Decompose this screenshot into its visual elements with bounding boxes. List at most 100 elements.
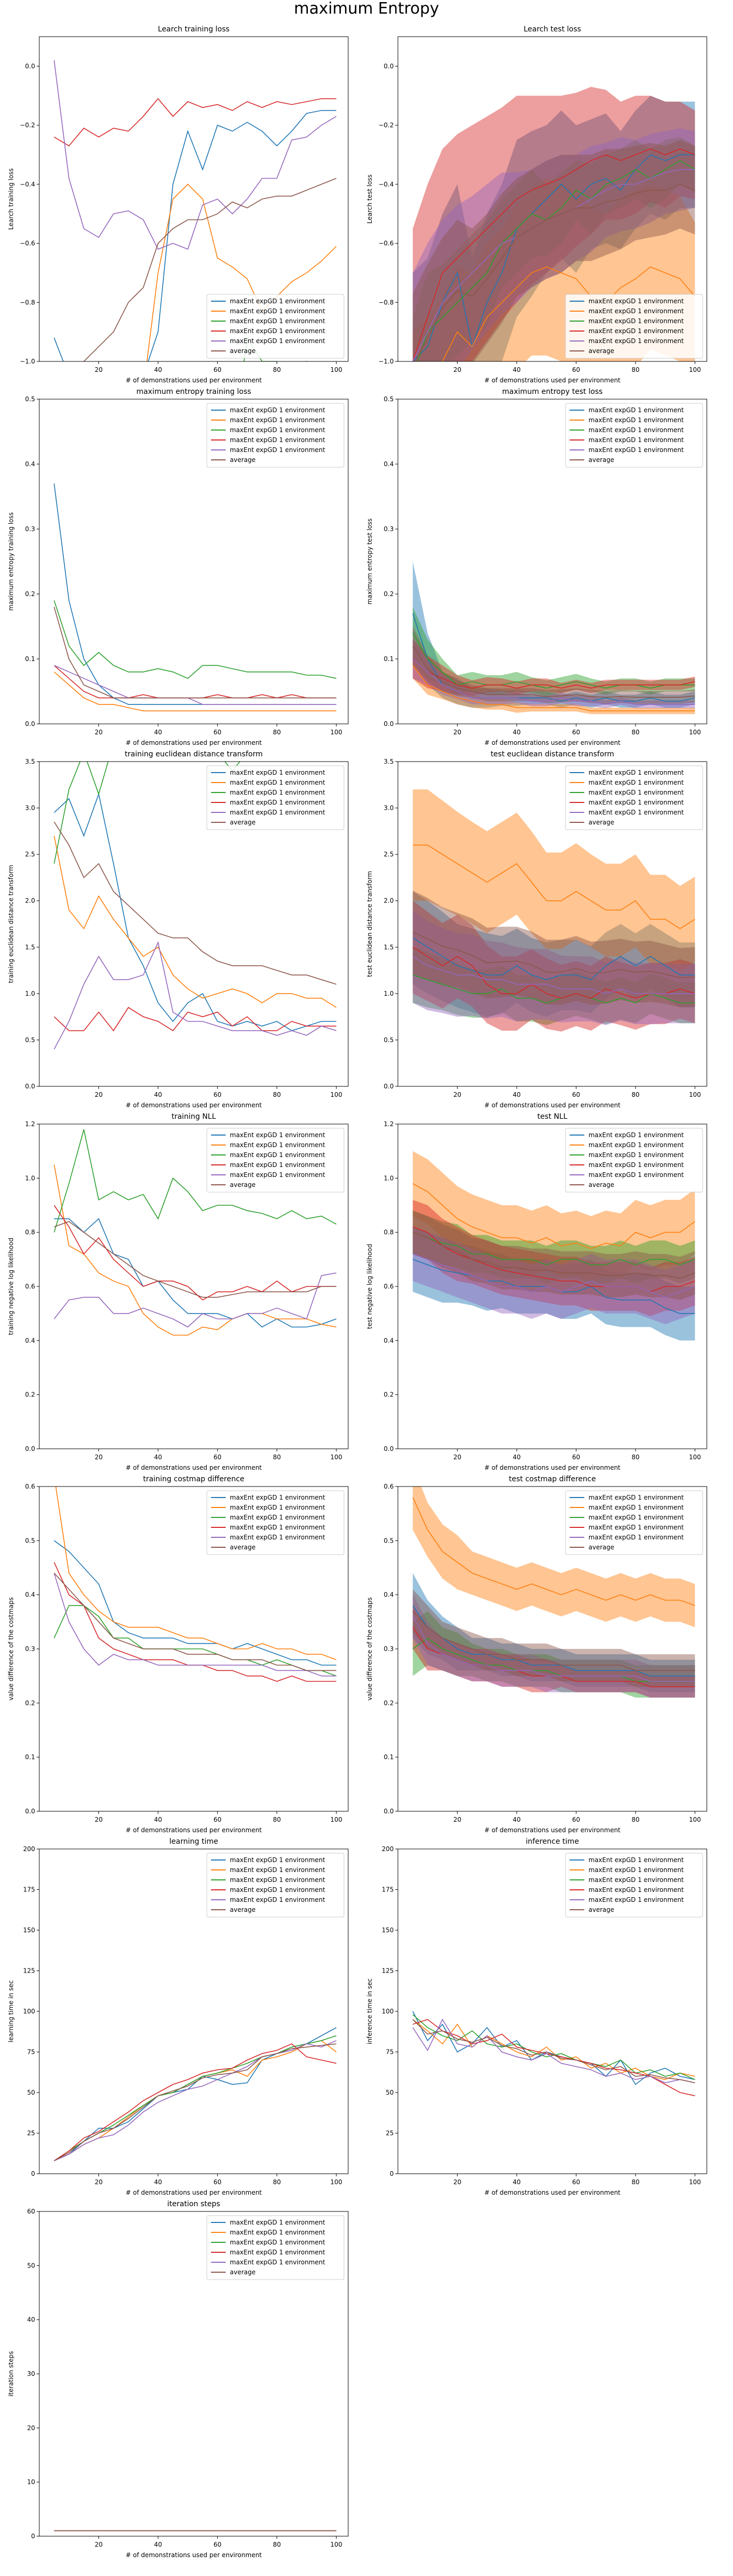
- series-line: [53, 98, 337, 147]
- y-tick-label: 0.1: [384, 655, 394, 663]
- y-tick-label: 0.0: [384, 62, 394, 70]
- y-tick-label: 0.1: [25, 1754, 35, 1761]
- y-axis-label: learning time in sec: [7, 1980, 15, 2043]
- plot-area: [53, 762, 337, 1050]
- series-line: [412, 658, 695, 705]
- chart-svg: training costmap difference 20 40 60 80 100 0.…: [7, 1475, 349, 1834]
- legend-label: maxEnt expGD 1 environment: [588, 1504, 684, 1511]
- chart-title: test euclidean distance transform: [491, 750, 614, 758]
- y-tick-label: 0.0: [384, 1083, 394, 1090]
- y-axis-label: iteration steps: [7, 2351, 15, 2397]
- y-tick-label: 1.0: [384, 990, 394, 997]
- x-tick-label: 100: [689, 2178, 701, 2186]
- confidence-band: [413, 789, 695, 972]
- y-tick-label: 175: [382, 1886, 394, 1894]
- series-line: [412, 1611, 695, 1671]
- y-tick-label: 0: [31, 2170, 35, 2177]
- y-tick-label: 3.5: [25, 758, 35, 765]
- chart-svg: Learch test loss 20 40 60 80 100 −1.0 −0.8 −0.6 −…: [366, 25, 707, 384]
- y-tick-label: 0.5: [25, 395, 35, 403]
- chart-panel: maximum entropy training loss 20 40 60 80 100…: [0, 381, 353, 764]
- legend-label: maxEnt expGD 1 environment: [230, 1161, 325, 1169]
- chart-title: inference time: [526, 1837, 579, 1846]
- x-tick-label: 60: [214, 2541, 221, 2548]
- legend-label: maxEnt expGD 1 environment: [230, 799, 325, 806]
- y-tick-label: 75: [386, 2049, 394, 2056]
- legend-label: maxEnt expGD 1 environment: [588, 1131, 684, 1139]
- chart-panel: Learch training loss 20 40 60 80 100 −1.0 −0.8 −…: [0, 19, 353, 401]
- x-tick-label: 100: [689, 366, 701, 373]
- plot-area: [53, 1129, 337, 1336]
- series-line: [53, 607, 337, 699]
- y-tick-label: 0.3: [384, 1645, 394, 1653]
- plot-frame: [39, 36, 349, 362]
- x-tick-label: 80: [273, 2178, 281, 2186]
- y-axis-label: value difference of the costmaps: [366, 1597, 373, 1700]
- chart-svg: Learch training loss 20 40 60 80 100 −1.0 −0.8 −…: [7, 25, 349, 384]
- series-line: [441, 266, 695, 361]
- plot-area: [53, 60, 337, 361]
- x-tick-label: 60: [214, 2178, 221, 2186]
- y-tick-label: 0.4: [384, 1591, 394, 1599]
- legend-label: maxEnt expGD 1 environment: [230, 1171, 325, 1179]
- y-tick-label: 0.6: [384, 1283, 394, 1290]
- series-line: [53, 1007, 337, 1032]
- legend-label: maxEnt expGD 1 environment: [230, 307, 325, 315]
- legend-box: [565, 1853, 703, 1918]
- legend-label: maxEnt expGD 1 environment: [588, 1866, 684, 1874]
- confidence-band: [413, 639, 695, 696]
- legend-label: average: [230, 1181, 256, 1188]
- chart-title: training NLL: [172, 1113, 216, 1121]
- confidence-band: [413, 1589, 695, 1687]
- x-tick-label: 100: [330, 2541, 342, 2548]
- series-line: [53, 110, 337, 361]
- y-tick-label: 0.2: [384, 1699, 394, 1707]
- series-line: [53, 835, 337, 1008]
- x-tick-label: 40: [513, 729, 520, 736]
- chart-title: iteration steps: [167, 2200, 220, 2208]
- confidence-band: [413, 1210, 695, 1284]
- x-axis-label: # of demonstrations used per environment: [484, 1102, 620, 1109]
- legend-label: average: [588, 1906, 614, 1913]
- legend-label: maxEnt expGD 1 environment: [230, 426, 325, 434]
- legend-label: maxEnt expGD 1 environment: [588, 436, 684, 444]
- legend-label: maxEnt expGD 1 environment: [588, 799, 684, 806]
- legend-label: maxEnt expGD 1 environment: [588, 298, 684, 305]
- series-line: [54, 2040, 337, 2161]
- legend-label: maxEnt expGD 1 environment: [230, 1524, 325, 1531]
- y-tick-label: 1.5: [384, 943, 394, 951]
- x-tick-label: 60: [214, 1091, 221, 1098]
- y-tick-label: 175: [23, 1886, 35, 1894]
- y-axis-label: Learch test loss: [366, 174, 373, 224]
- chart-svg: inference time 20 40 60 80 100 0 25 50 75 100 125 15…: [366, 1837, 707, 2196]
- y-tick-label: 0.4: [384, 460, 394, 468]
- x-axis-label: # of demonstrations used per environment: [484, 1464, 620, 1471]
- legend-label: average: [230, 2269, 256, 2276]
- x-tick-label: 60: [572, 1091, 580, 1098]
- legend-box: [206, 1853, 345, 1918]
- chart-title: test NLL: [537, 1113, 568, 1121]
- legend: maxEnt expGD 1 environment maxEnt expGD 1…: [565, 1490, 703, 1555]
- x-tick-label: 100: [689, 1454, 701, 1461]
- chart-title: maximum entropy training loss: [136, 388, 251, 396]
- y-axis-label: maximum entropy test loss: [366, 519, 373, 605]
- y-tick-label: 0.3: [384, 525, 394, 533]
- series-line: [54, 2027, 337, 2161]
- y-tick-label: 0.6: [384, 1483, 394, 1490]
- chart-title: learning time: [169, 1837, 218, 1846]
- x-tick-label: 100: [689, 1816, 701, 1823]
- y-tick-label: 30: [27, 2370, 35, 2377]
- y-tick-label: 0.2: [25, 1699, 35, 1707]
- x-axis-label: # of demonstrations used per environment: [126, 1102, 262, 1109]
- x-tick-label: 40: [154, 1091, 162, 1098]
- chart-panel: test euclidean distance transform 20 40 60 8…: [359, 744, 712, 1126]
- x-tick-label: 60: [572, 729, 580, 736]
- legend-label: maxEnt expGD 1 environment: [230, 1494, 325, 1501]
- y-tick-label: 0.2: [25, 590, 35, 598]
- y-tick-label: 75: [27, 2049, 35, 2056]
- y-tick-label: 0.2: [384, 1391, 394, 1399]
- legend-label: maxEnt expGD 1 environment: [230, 317, 325, 325]
- x-tick-label: 60: [214, 366, 221, 373]
- y-tick-label: 125: [382, 1967, 394, 1975]
- series-line: [412, 946, 695, 999]
